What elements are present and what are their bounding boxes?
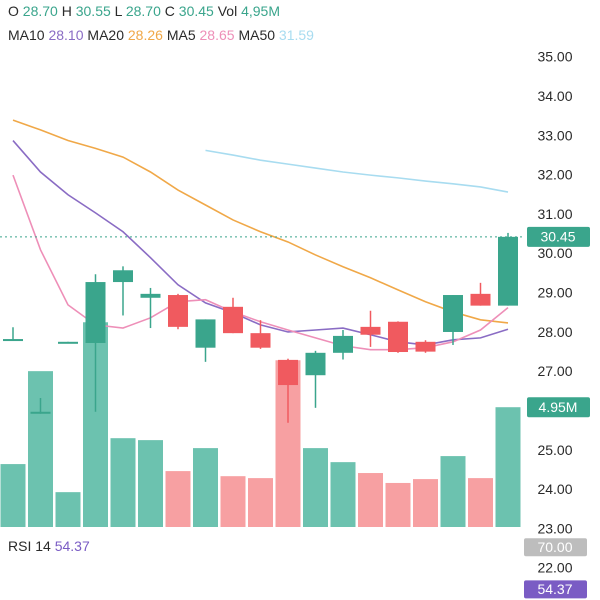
rsi-level-box xyxy=(524,538,587,557)
ma-line xyxy=(205,149,509,193)
volume-bar xyxy=(138,440,163,527)
volume-bar xyxy=(495,407,521,527)
y-tick-label: 34.00 xyxy=(537,88,572,104)
y-tick-label: 23.00 xyxy=(537,520,572,536)
candle-body xyxy=(305,352,326,376)
volume-bar xyxy=(55,492,81,527)
ma-name: MA20 xyxy=(87,27,124,43)
volume-bar xyxy=(385,482,411,527)
candle-body xyxy=(113,270,133,283)
ohlc-label: Vol xyxy=(218,3,237,19)
volume-bar xyxy=(110,438,136,527)
volume-bar xyxy=(0,464,26,527)
y-tick-label: 33.00 xyxy=(537,127,572,143)
volume-bar xyxy=(330,462,356,527)
ma-name: MA5 xyxy=(167,27,196,43)
volume-bar xyxy=(303,448,328,527)
volume-box xyxy=(527,397,590,418)
ma-value: 28.26 xyxy=(128,27,163,43)
candle-body xyxy=(333,335,353,353)
y-tick-label: 29.00 xyxy=(537,285,572,301)
candle-body xyxy=(223,306,243,334)
rsi-value: 54.37 xyxy=(55,538,90,554)
candle-body xyxy=(415,341,436,352)
ohlc-label: L xyxy=(115,3,123,19)
candle-body xyxy=(195,319,216,348)
y-tick-label: 32.00 xyxy=(537,167,572,183)
rsi-value-label: 54.37 xyxy=(537,581,572,597)
ma-legend: MA10 28.10 MA20 28.26 MA5 28.65 MA50 31.… xyxy=(8,27,314,43)
volume-bar xyxy=(193,448,218,527)
y-tick-label: 28.00 xyxy=(537,324,572,340)
rsi-level-label: 70.00 xyxy=(537,539,572,555)
ma-value: 31.59 xyxy=(279,27,314,43)
y-tick-label: 24.00 xyxy=(537,481,572,497)
last-price-label: 30.45 xyxy=(540,229,575,245)
ma-value: 28.65 xyxy=(200,27,235,43)
volume-bar xyxy=(358,473,383,527)
candle-body xyxy=(250,333,271,348)
volume-bar xyxy=(413,479,438,527)
volume-bar xyxy=(248,478,273,527)
ma-value: 28.10 xyxy=(48,27,83,43)
volume-bar xyxy=(165,471,191,527)
last-price-box xyxy=(527,226,590,247)
ohlc-value: 28.70 xyxy=(23,3,58,19)
volume-bar xyxy=(468,478,493,527)
ohlc-label: O xyxy=(8,3,19,19)
candle-body xyxy=(140,293,161,298)
volume-label: 4.95M xyxy=(539,399,578,415)
candle-body xyxy=(360,326,381,335)
candle-body xyxy=(498,236,518,306)
y-tick-label: 25.00 xyxy=(537,442,572,458)
candle-body xyxy=(388,321,408,353)
rsi-value-box xyxy=(524,580,587,599)
candle-body xyxy=(85,282,106,343)
ohlc-label: C xyxy=(165,3,175,19)
ma-name: MA10 xyxy=(8,27,45,43)
volume-bar xyxy=(440,456,466,527)
rsi-name: RSI 14 xyxy=(8,538,51,554)
candle-body xyxy=(470,293,491,306)
ohlc-label: H xyxy=(62,3,72,19)
candle-body xyxy=(3,339,23,342)
ohlc-value: 30.45 xyxy=(179,3,214,19)
y-tick-label: 22.00 xyxy=(537,560,572,576)
candle-body xyxy=(443,295,463,332)
volume-bar xyxy=(28,371,53,527)
ma-line xyxy=(12,119,509,324)
ohlc-legend: O 28.70 H 30.55 L 28.70 C 30.45 Vol 4,95… xyxy=(8,3,280,19)
y-tick-label: 27.00 xyxy=(537,363,572,379)
rsi-legend: RSI 14 54.37 xyxy=(8,538,90,554)
ohlc-value: 30.55 xyxy=(76,3,111,19)
y-tick-label: 31.00 xyxy=(537,206,572,222)
candle-body xyxy=(30,411,51,414)
y-tick-label: 30.00 xyxy=(537,245,572,261)
candle-body xyxy=(58,341,78,344)
ohlc-value: 4,95M xyxy=(241,3,280,19)
y-tick-label: 35.00 xyxy=(537,49,572,65)
volume-bar xyxy=(220,476,246,527)
ohlc-value: 28.70 xyxy=(126,3,161,19)
ma-name: MA50 xyxy=(238,27,275,43)
candle-body xyxy=(168,295,188,327)
candle-body xyxy=(278,359,298,386)
